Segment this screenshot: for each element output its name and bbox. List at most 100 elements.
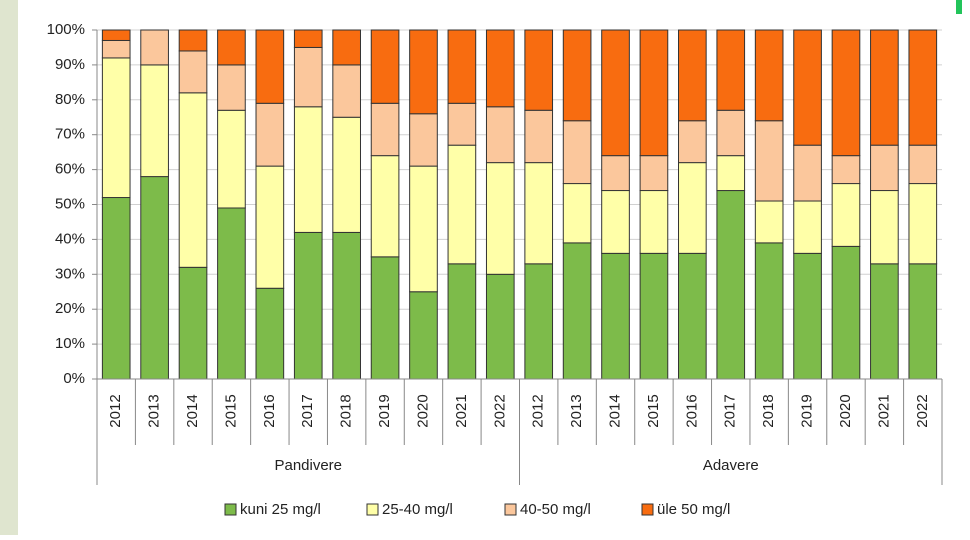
x-tick-label: 2022	[491, 394, 508, 427]
legend-label: 25-40 mg/l	[382, 501, 453, 518]
bar-segment	[293, 231, 323, 380]
bar-segment	[562, 242, 592, 380]
bar-segment	[678, 162, 707, 254]
x-tick-label: 2020	[837, 394, 854, 427]
bar-segment	[485, 273, 515, 380]
x-tick-label: 2022	[914, 394, 931, 427]
x-tick-label: 2019	[376, 394, 393, 427]
y-tick-label: 60%	[55, 161, 85, 178]
x-tick-label: 2013	[146, 394, 163, 427]
bar-segment	[217, 29, 246, 66]
bar-segment	[409, 291, 438, 380]
bar-segment	[754, 200, 784, 244]
bar-segment	[217, 207, 246, 380]
bar-segment	[140, 29, 169, 66]
map-strip	[0, 0, 18, 535]
bar-segment	[255, 165, 285, 289]
bar-segment	[293, 106, 323, 233]
legend-swatch	[504, 503, 517, 516]
bar-segment	[447, 102, 477, 146]
bar-segment	[485, 162, 515, 275]
bar-segment	[140, 176, 169, 380]
bar-segment	[255, 29, 285, 104]
bar-segment	[678, 120, 707, 164]
y-tick-label: 80%	[55, 91, 85, 108]
bar-segment	[447, 144, 477, 265]
bar-segment	[409, 29, 438, 115]
y-tick-label: 10%	[55, 335, 85, 352]
bar-segment	[754, 242, 784, 380]
y-tick-label: 20%	[55, 300, 85, 317]
bar-segment	[370, 155, 400, 258]
legend-label: üle 50 mg/l	[657, 501, 730, 518]
bar-segment	[908, 263, 938, 380]
y-tick-label: 70%	[55, 126, 85, 143]
bar-segment	[178, 266, 208, 380]
bar-segment	[716, 29, 746, 111]
bar-segment	[332, 116, 361, 233]
bar-segment	[217, 109, 246, 209]
bar-segment	[601, 155, 630, 192]
bar-segment	[293, 29, 323, 48]
bar-segment	[793, 29, 822, 146]
bar-segment	[716, 109, 746, 157]
x-tick-label: 2020	[414, 394, 431, 427]
bar-segment	[639, 190, 669, 254]
bar-segment	[678, 252, 707, 380]
x-tick-label: 2021	[453, 394, 470, 427]
x-tick-label: 2016	[261, 394, 278, 427]
x-tick-label: 2014	[184, 394, 201, 427]
legend-swatch	[224, 503, 237, 516]
bar-segment	[524, 263, 554, 380]
x-tick-label: 2016	[683, 394, 700, 427]
y-tick-label: 90%	[55, 56, 85, 73]
y-tick-label: 0%	[63, 370, 85, 387]
x-tick-label: 2018	[338, 394, 355, 427]
x-tick-label: 2015	[645, 394, 662, 427]
bar-segment	[870, 190, 899, 265]
bar-segment	[562, 120, 592, 185]
bar-segment	[908, 144, 938, 185]
bar-segment	[485, 106, 515, 164]
legend-swatch	[641, 503, 654, 516]
bar-segment	[101, 29, 131, 41]
bar-segment	[101, 57, 131, 199]
bar-segment	[332, 64, 361, 118]
bar-segment	[101, 197, 131, 380]
bar-segment	[524, 29, 554, 111]
x-tick-label: 2012	[107, 394, 124, 427]
y-tick-label: 40%	[55, 230, 85, 247]
bar-segment	[409, 113, 438, 167]
bar-segment	[831, 245, 861, 380]
bar-segment	[370, 256, 400, 380]
bar-segment	[716, 155, 746, 192]
x-tick-label: 2012	[530, 394, 547, 427]
bar-segment	[447, 29, 477, 104]
x-tick-label: 2017	[722, 394, 739, 427]
bar-segment	[332, 29, 361, 66]
y-tick-label: 100%	[47, 21, 85, 38]
bar-segment	[178, 92, 208, 268]
group-label: Adavere	[703, 457, 759, 474]
x-tick-label: 2017	[299, 394, 316, 427]
y-tick-label: 50%	[55, 195, 85, 212]
bar-segment	[831, 183, 861, 247]
bar-segment	[524, 162, 554, 265]
x-tick-label: 2015	[222, 394, 239, 427]
bar-segment	[370, 102, 400, 157]
group-label: Pandivere	[274, 457, 342, 474]
bar-segment	[639, 155, 669, 192]
bar-segment	[793, 252, 822, 380]
bar-segment	[601, 29, 630, 157]
bar-segment	[908, 183, 938, 265]
x-tick-label: 2021	[875, 394, 892, 427]
bar-segment	[217, 64, 246, 111]
bar-segment	[908, 29, 938, 146]
bar-segment	[255, 102, 285, 167]
bar-segment	[870, 144, 899, 192]
bar-segment	[409, 165, 438, 293]
x-tick-label: 2018	[760, 394, 777, 427]
bar-segment	[562, 183, 592, 244]
bar-segment	[831, 29, 861, 157]
